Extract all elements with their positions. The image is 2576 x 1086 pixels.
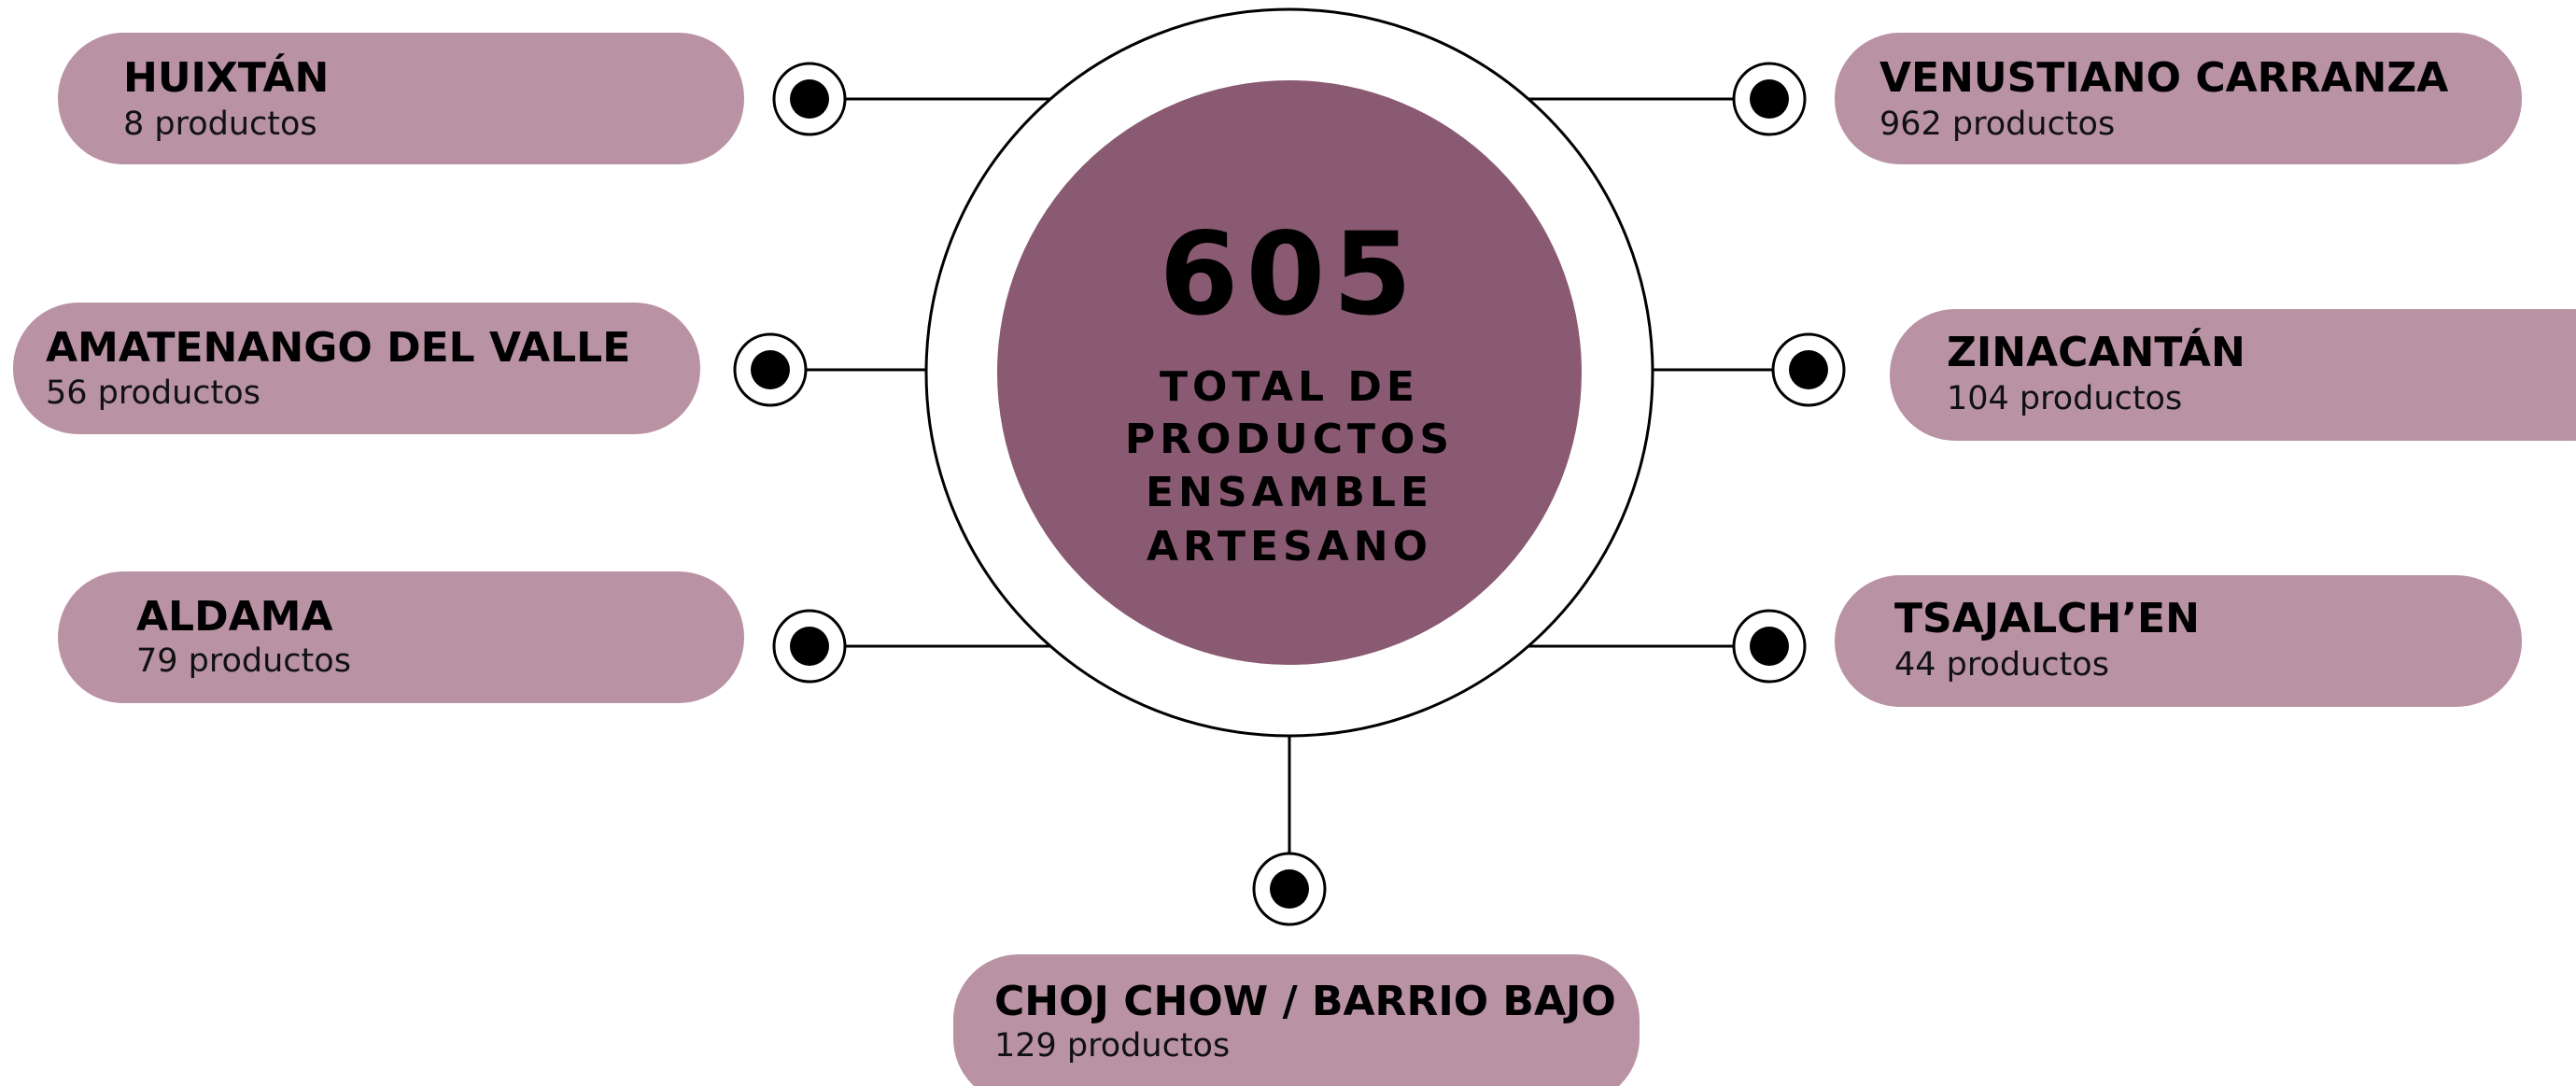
marker-dot xyxy=(790,627,829,666)
node-subtitle: 962 productos xyxy=(1879,106,2115,143)
marker-dot xyxy=(790,79,829,119)
node-pill xyxy=(1890,309,2576,441)
node-subtitle: 44 productos xyxy=(1894,646,2109,684)
node-title: CHOJ CHOW / BARRIO BAJO xyxy=(994,978,1616,1025)
marker-dot xyxy=(1270,869,1309,909)
node-pill xyxy=(953,954,1640,1086)
node-subtitle: 56 productos xyxy=(46,374,260,412)
node-pill xyxy=(1835,575,2522,707)
node-subtitle: 104 productos xyxy=(1947,380,2182,417)
node-title: ALDAMA xyxy=(136,593,333,641)
markers xyxy=(733,62,1846,926)
node-pill xyxy=(1835,33,2522,164)
center-label: ARTESANO xyxy=(1147,523,1432,571)
node-subtitle: 79 productos xyxy=(136,642,351,680)
marker-dot xyxy=(751,350,790,389)
center-value: 605 xyxy=(1160,208,1420,341)
node-pill xyxy=(58,33,744,164)
node-subtitle: 8 productos xyxy=(123,106,317,143)
node-title: ZINACANTÁN xyxy=(1947,327,2245,376)
connectors xyxy=(807,97,1773,853)
node-pill xyxy=(58,571,744,703)
marker-dot xyxy=(1789,350,1828,389)
node-title: AMATENANGO DEL VALLE xyxy=(46,324,630,372)
node-subtitle: 129 productos xyxy=(994,1027,1230,1065)
center-circle xyxy=(997,80,1582,665)
center-label: ENSAMBLE xyxy=(1146,469,1433,516)
marker-dot xyxy=(1750,627,1789,666)
node-pill xyxy=(13,303,700,434)
marker-dot xyxy=(1750,79,1789,119)
center-label: PRODUCTOS xyxy=(1125,416,1454,463)
node-title: TSAJALCH’EN xyxy=(1894,595,2200,642)
node-title: VENUSTIANO CARRANZA xyxy=(1879,54,2448,102)
center-label: TOTAL DE xyxy=(1160,363,1419,411)
node-title: HUIXTÁN xyxy=(123,52,329,102)
